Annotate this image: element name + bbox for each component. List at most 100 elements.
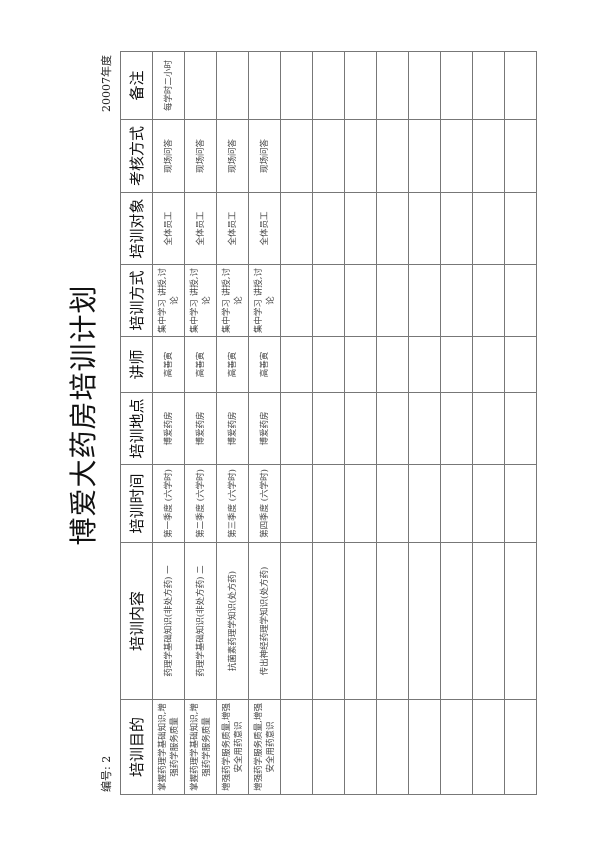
cell-assessment <box>344 119 377 193</box>
cell-assessment <box>376 119 409 193</box>
table-row <box>472 51 505 795</box>
cell-time <box>408 464 441 543</box>
cell-time <box>504 464 537 543</box>
cell-location <box>376 392 409 465</box>
cell-time <box>472 464 505 543</box>
cell-audience: 全体员工 <box>248 192 281 265</box>
serial-number: 编号: 2 <box>100 755 113 792</box>
cell-method <box>472 264 505 337</box>
cell-purpose <box>440 699 473 795</box>
cell-purpose <box>504 699 537 795</box>
cell-assessment <box>472 119 505 193</box>
cell-content <box>344 542 377 700</box>
cell-method <box>280 264 313 337</box>
year-label: 20007年度 <box>100 55 113 112</box>
cell-time <box>312 464 345 543</box>
cell-lecturer <box>376 336 409 393</box>
cell-time: 第三季度 (六学时) <box>216 464 249 543</box>
cell-location: 博爱药房 <box>152 392 185 465</box>
cell-audience <box>344 192 377 265</box>
table-row: 增强药学服务质量,增强安全用药意识 传出神经药理学知识(处方药) 第四季度 (六学时… <box>248 51 281 795</box>
cell-lecturer <box>280 336 313 393</box>
cell-method <box>344 264 377 337</box>
cell-time <box>344 464 377 543</box>
table-row <box>440 51 473 795</box>
header-time: 培训时间 <box>120 464 153 543</box>
cell-method <box>312 264 345 337</box>
cell-content <box>376 542 409 700</box>
cell-remarks <box>376 51 409 120</box>
cell-lecturer: 高善寅 <box>152 336 185 393</box>
header-assessment: 考核方式 <box>120 119 153 193</box>
cell-location <box>344 392 377 465</box>
cell-assessment <box>312 119 345 193</box>
cell-purpose <box>408 699 441 795</box>
cell-audience <box>472 192 505 265</box>
table-row: 掌握药理学基础知识,增强药学服务质量 药理学基础知识(非处方药) 二第二季度 (六… <box>184 51 217 795</box>
cell-assessment <box>280 119 313 193</box>
cell-audience <box>440 192 473 265</box>
table-row <box>312 51 345 795</box>
table-row <box>280 51 313 795</box>
cell-method: 集中学习 讲授,讨论 <box>184 264 217 337</box>
cell-content: 抗菌素药理学知识(处方药) <box>216 542 249 700</box>
cell-lecturer: 高善寅 <box>216 336 249 393</box>
header-remarks: 备注 <box>120 51 153 120</box>
table-row <box>376 51 409 795</box>
cell-lecturer <box>344 336 377 393</box>
cell-time: 第一季度 (六学时) <box>152 464 185 543</box>
cell-location: 博爱药房 <box>184 392 217 465</box>
cell-remarks <box>248 51 281 120</box>
cell-remarks <box>312 51 345 120</box>
cell-audience: 全体员工 <box>216 192 249 265</box>
cell-purpose <box>472 699 505 795</box>
cell-purpose: 增强药学服务质量,增强安全用药意识 <box>248 699 281 795</box>
cell-remarks <box>216 51 249 120</box>
cell-lecturer <box>312 336 345 393</box>
cell-audience: 全体员工 <box>184 192 217 265</box>
cell-time <box>440 464 473 543</box>
header-method: 培训方式 <box>120 264 153 337</box>
header-lecturer: 讲师 <box>120 336 153 393</box>
cell-remarks <box>280 51 313 120</box>
table-row <box>504 51 537 795</box>
cell-audience <box>280 192 313 265</box>
cell-remarks <box>472 51 505 120</box>
cell-purpose <box>280 699 313 795</box>
cell-time: 第四季度 (六学时) <box>248 464 281 543</box>
cell-assessment <box>504 119 537 193</box>
cell-method <box>504 264 537 337</box>
cell-audience <box>376 192 409 265</box>
cell-method: 集中学习 讲授,讨论 <box>248 264 281 337</box>
cell-method: 集中学习 讲授,讨论 <box>216 264 249 337</box>
cell-content <box>312 542 345 700</box>
cell-remarks: 每学时二小时 <box>152 51 185 120</box>
cell-location <box>280 392 313 465</box>
cell-time <box>376 464 409 543</box>
header-location: 培训地点 <box>120 392 153 465</box>
cell-content: 传出神经药理学知识(处方药) <box>248 542 281 700</box>
table-row: 增强药学服务质量,增强安全用药意识 抗菌素药理学知识(处方药) 第三季度 (六学时)… <box>216 51 249 795</box>
table-row: 掌握药理学基础知识,增强药学服务质量 药理学基础知识(非处方药) 一第一季度 (六… <box>152 51 185 795</box>
cell-lecturer <box>408 336 441 393</box>
cell-content <box>408 542 441 700</box>
cell-assessment <box>408 119 441 193</box>
cell-purpose: 增强药学服务质量,增强安全用药意识 <box>216 699 249 795</box>
cell-remarks <box>344 51 377 120</box>
cell-purpose: 掌握药理学基础知识,增强药学服务质量 <box>184 699 217 795</box>
cell-content <box>280 542 313 700</box>
cell-remarks <box>184 51 217 120</box>
cell-lecturer <box>504 336 537 393</box>
cell-assessment: 现场问答 <box>216 119 249 193</box>
cell-lecturer <box>440 336 473 393</box>
header-row: 培训目的 培训内容 培训时间 培训地点 讲师 培训方式 培训对象 考核方式 备注 <box>120 51 153 795</box>
cell-lecturer <box>472 336 505 393</box>
cell-lecturer: 高善寅 <box>248 336 281 393</box>
cell-location <box>312 392 345 465</box>
table-row <box>344 51 377 795</box>
cell-location: 博爱药房 <box>248 392 281 465</box>
cell-purpose <box>344 699 377 795</box>
cell-location <box>408 392 441 465</box>
cell-content <box>440 542 473 700</box>
